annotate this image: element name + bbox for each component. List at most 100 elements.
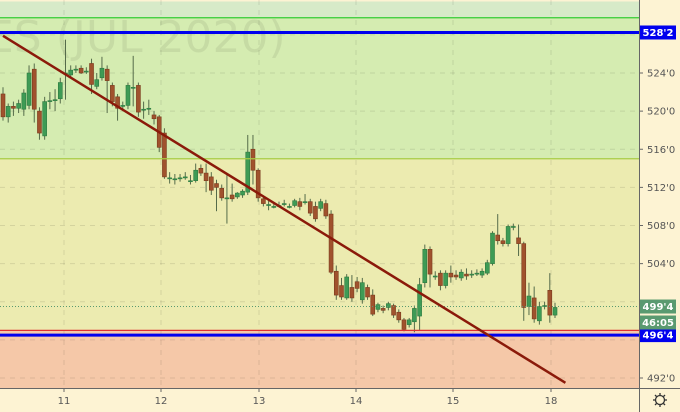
trendline[interactable]	[2, 34, 567, 384]
time-axis[interactable]	[0, 388, 639, 412]
candle[interactable]	[469, 270, 474, 278]
candle[interactable]	[193, 163, 198, 183]
candle[interactable]	[370, 289, 376, 317]
candle[interactable]	[443, 270, 448, 289]
candle[interactable]	[182, 172, 188, 180]
gear-icon[interactable]	[653, 393, 667, 407]
candle[interactable]	[313, 201, 318, 222]
candle[interactable]	[73, 65, 79, 73]
candle[interactable]	[344, 274, 349, 300]
candle[interactable]	[89, 58, 94, 94]
candle[interactable]	[42, 96, 47, 140]
candle[interactable]	[235, 192, 240, 199]
candle[interactable]	[386, 301, 391, 311]
candle[interactable]	[464, 268, 469, 280]
candle[interactable]	[297, 197, 303, 211]
candle[interactable]	[214, 179, 219, 212]
candle[interactable]	[94, 73, 100, 90]
candle[interactable]	[516, 224, 521, 256]
candle[interactable]	[99, 56, 105, 81]
candle[interactable]	[380, 305, 386, 314]
candle[interactable]	[531, 286, 537, 323]
candle[interactable]	[333, 265, 339, 300]
candle[interactable]	[84, 67, 89, 74]
candle[interactable]	[438, 270, 443, 291]
candle[interactable]	[188, 174, 193, 185]
candle[interactable]	[354, 276, 360, 293]
candle[interactable]	[427, 246, 433, 288]
candle[interactable]	[360, 277, 365, 304]
candle[interactable]	[11, 101, 16, 116]
candle[interactable]	[146, 99, 152, 115]
candle[interactable]	[495, 214, 501, 245]
price-axis[interactable]	[639, 0, 680, 412]
candle[interactable]	[511, 223, 516, 231]
candle[interactable]	[47, 92, 53, 110]
candle[interactable]	[287, 203, 292, 209]
candle[interactable]	[266, 200, 271, 211]
candle[interactable]	[125, 82, 131, 110]
candle[interactable]	[26, 65, 32, 110]
candle[interactable]	[490, 231, 495, 266]
candle[interactable]	[245, 134, 251, 195]
candle[interactable]	[219, 184, 225, 201]
candle[interactable]	[240, 189, 245, 198]
candle[interactable]	[474, 269, 480, 277]
candle[interactable]	[130, 55, 136, 107]
candle[interactable]	[224, 174, 230, 224]
candle[interactable]	[281, 199, 287, 207]
candle[interactable]	[292, 198, 297, 208]
candle[interactable]	[78, 65, 84, 74]
candle[interactable]	[177, 174, 183, 182]
candle[interactable]	[229, 183, 235, 202]
candle[interactable]	[198, 164, 204, 176]
candle[interactable]	[136, 82, 141, 117]
candle[interactable]	[458, 269, 464, 281]
candle[interactable]	[422, 244, 428, 288]
candle[interactable]	[479, 268, 485, 278]
candle[interactable]	[16, 99, 21, 114]
candle[interactable]	[250, 134, 256, 185]
candle[interactable]	[104, 65, 110, 114]
candle[interactable]	[339, 277, 344, 300]
candle[interactable]	[417, 277, 422, 331]
candle[interactable]	[261, 196, 266, 207]
candle[interactable]	[57, 77, 63, 104]
candle[interactable]	[68, 65, 73, 78]
candle[interactable]	[547, 273, 553, 323]
candle[interactable]	[21, 89, 27, 116]
candle[interactable]	[5, 103, 11, 123]
candle[interactable]	[537, 301, 542, 325]
candle[interactable]	[141, 101, 146, 119]
candle[interactable]	[172, 174, 178, 185]
candle[interactable]	[365, 284, 370, 300]
candle[interactable]	[323, 199, 329, 219]
candle[interactable]	[453, 270, 459, 280]
candle[interactable]	[401, 317, 407, 332]
candle[interactable]	[52, 89, 58, 112]
candle[interactable]	[500, 237, 506, 247]
candle[interactable]	[505, 224, 511, 247]
candle[interactable]	[521, 241, 527, 321]
candle[interactable]	[318, 198, 323, 212]
candle[interactable]	[406, 317, 412, 328]
candle[interactable]	[302, 194, 308, 205]
candle[interactable]	[396, 309, 402, 323]
candle[interactable]	[552, 302, 558, 318]
candle[interactable]	[485, 259, 490, 276]
candle[interactable]	[209, 172, 214, 195]
candle[interactable]	[328, 210, 334, 275]
candle[interactable]	[448, 265, 454, 283]
candle[interactable]	[412, 305, 417, 333]
candle[interactable]	[255, 168, 261, 202]
candle[interactable]	[31, 63, 37, 123]
candle[interactable]	[349, 275, 355, 302]
candle[interactable]	[37, 107, 42, 140]
candle[interactable]	[307, 198, 313, 216]
candle[interactable]	[0, 87, 6, 121]
candle[interactable]	[432, 271, 438, 280]
candle[interactable]	[151, 111, 157, 125]
candle[interactable]	[203, 163, 209, 193]
candle[interactable]	[167, 172, 172, 184]
